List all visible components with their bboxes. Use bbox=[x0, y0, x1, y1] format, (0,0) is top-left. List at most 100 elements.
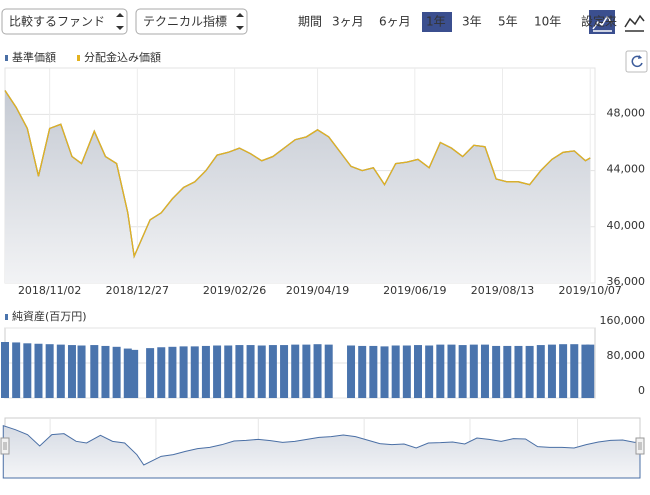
bar bbox=[559, 344, 568, 398]
bar bbox=[157, 347, 166, 398]
bar bbox=[112, 346, 121, 398]
bar bbox=[380, 346, 389, 398]
bar bbox=[34, 343, 43, 398]
bar bbox=[525, 345, 534, 398]
x-tick-label: 2018/12/27 bbox=[106, 284, 169, 297]
x-tick-label: 2019/02/26 bbox=[203, 284, 266, 297]
bar bbox=[447, 344, 456, 398]
period-button[interactable]: 3ヶ月 bbox=[332, 15, 364, 29]
y-tick-label: 0 bbox=[638, 384, 645, 397]
x-tick-label: 2018/11/02 bbox=[18, 284, 81, 297]
bar bbox=[201, 345, 210, 398]
bar bbox=[536, 345, 545, 398]
bar bbox=[425, 345, 434, 398]
icon bbox=[638, 55, 642, 59]
bar bbox=[101, 345, 110, 398]
y-tick-label: 160,000 bbox=[600, 314, 646, 327]
x-tick-label: 2019/08/13 bbox=[471, 284, 534, 297]
bar bbox=[369, 345, 378, 398]
bar bbox=[581, 344, 590, 398]
line bbox=[4, 90, 591, 259]
period-button[interactable]: 3年 bbox=[462, 15, 482, 29]
x-tick-label: 2019/06/19 bbox=[383, 284, 446, 297]
area bbox=[5, 90, 591, 283]
y-tick-label: 80,000 bbox=[607, 349, 646, 362]
period-button[interactable]: 6ヶ月 bbox=[379, 15, 411, 29]
x-tick-label: 2019/10/07 bbox=[559, 284, 622, 297]
navigator-handle[interactable] bbox=[0, 437, 10, 455]
bar bbox=[77, 345, 86, 398]
period-button-bg[interactable] bbox=[422, 12, 452, 32]
legend-marker bbox=[5, 314, 8, 320]
y-tick-label: 48,000 bbox=[607, 106, 646, 119]
legend-label: 分配金込み価額 bbox=[84, 50, 161, 64]
bar bbox=[257, 345, 266, 398]
bar bbox=[402, 345, 411, 398]
period-button[interactable]: 1年 bbox=[426, 15, 446, 29]
icon bbox=[631, 55, 643, 68]
bar bbox=[45, 344, 54, 398]
bar bbox=[90, 345, 99, 398]
compare-select[interactable] bbox=[1, 8, 128, 35]
compare-label[interactable]: 比較するファンド bbox=[9, 14, 105, 29]
period-label: 期間 bbox=[298, 15, 322, 29]
legend-marker bbox=[77, 55, 80, 61]
bar bbox=[313, 344, 322, 398]
bar bbox=[246, 345, 255, 398]
bar bbox=[570, 344, 579, 398]
navigator-area bbox=[2, 424, 641, 479]
bar bbox=[547, 344, 556, 398]
bar bbox=[586, 344, 595, 398]
icon bbox=[592, 15, 613, 30]
x-tick-label: 2019/04/19 bbox=[286, 284, 349, 297]
icon bbox=[624, 14, 645, 28]
bar bbox=[56, 344, 65, 398]
bar bbox=[469, 344, 478, 398]
bar bbox=[503, 345, 512, 398]
bar bbox=[347, 345, 356, 398]
y-tick-label: 40,000 bbox=[607, 219, 646, 232]
bar bbox=[235, 345, 244, 398]
bar bbox=[12, 342, 21, 398]
navigator-handle[interactable] bbox=[635, 437, 645, 455]
bar bbox=[168, 346, 177, 398]
bar bbox=[458, 345, 467, 398]
bar bbox=[391, 345, 400, 398]
bar bbox=[280, 345, 289, 398]
select-arrow bbox=[236, 13, 244, 30]
bar bbox=[213, 345, 222, 398]
bar bbox=[492, 345, 501, 398]
legend-label: 基準価額 bbox=[12, 50, 56, 64]
legend-label: 純資産(百万円) bbox=[12, 310, 87, 323]
bar bbox=[291, 344, 300, 398]
period-button[interactable]: 10年 bbox=[534, 15, 561, 29]
navigator-handle-grip bbox=[3, 442, 7, 450]
legend-marker bbox=[5, 55, 8, 61]
bar bbox=[268, 345, 277, 398]
technical-select[interactable] bbox=[135, 8, 248, 35]
period-button[interactable]: 設定来 bbox=[581, 14, 617, 29]
bar bbox=[324, 344, 333, 398]
period-button[interactable]: 5年 bbox=[498, 15, 518, 29]
bar bbox=[130, 349, 139, 398]
bar bbox=[146, 348, 155, 398]
bar bbox=[414, 345, 422, 398]
bar bbox=[67, 345, 76, 398]
bar bbox=[190, 346, 199, 398]
bar bbox=[436, 344, 445, 398]
navigator-handle-grip bbox=[638, 442, 642, 450]
bar bbox=[1, 342, 9, 398]
reset-button[interactable] bbox=[625, 50, 648, 73]
bar bbox=[302, 344, 311, 398]
technical-label[interactable]: テクニカル指標 bbox=[143, 14, 227, 29]
bar bbox=[480, 344, 489, 398]
bar bbox=[23, 343, 32, 398]
bar bbox=[123, 348, 132, 398]
bar bbox=[514, 345, 523, 398]
bar bbox=[179, 346, 188, 398]
y-tick-label: 36,000 bbox=[607, 275, 646, 288]
y-tick-label: 44,000 bbox=[607, 163, 646, 176]
bar bbox=[224, 345, 233, 398]
